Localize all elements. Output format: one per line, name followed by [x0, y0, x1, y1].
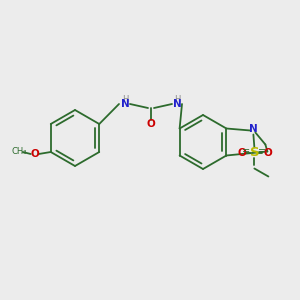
Text: N: N: [172, 99, 182, 109]
Text: N: N: [121, 99, 129, 109]
Text: H: H: [122, 94, 128, 103]
Text: =: =: [242, 146, 250, 157]
Text: CH₃: CH₃: [11, 148, 26, 157]
Text: S: S: [250, 146, 259, 159]
Text: O: O: [147, 119, 155, 129]
Text: H: H: [174, 94, 180, 103]
Text: =: =: [258, 146, 266, 157]
Text: N: N: [249, 124, 258, 134]
Text: O: O: [237, 148, 246, 158]
Text: O: O: [30, 149, 39, 159]
Text: O: O: [263, 148, 272, 158]
